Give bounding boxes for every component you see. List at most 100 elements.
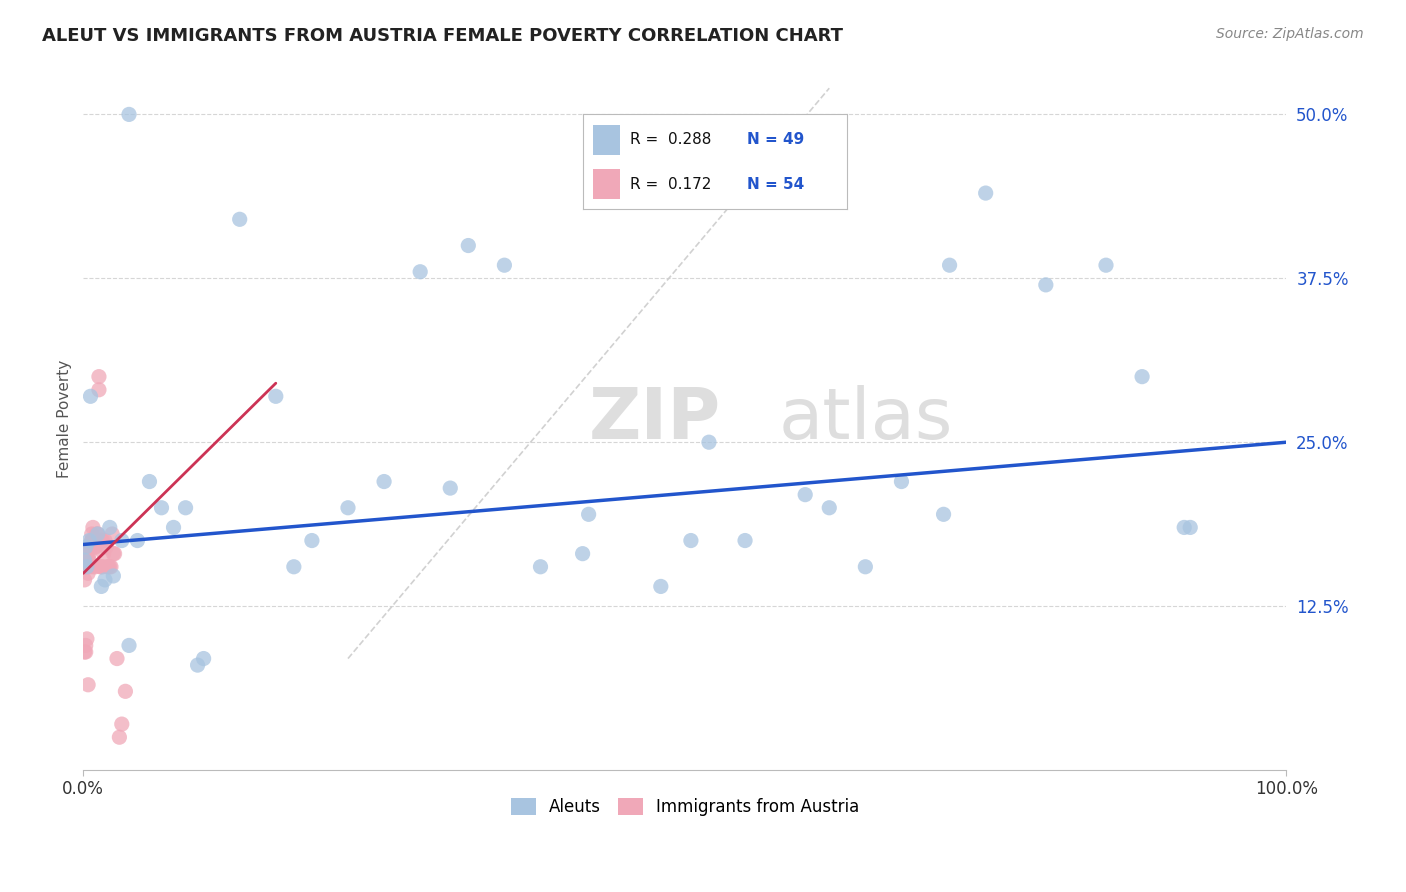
Point <box>228 212 250 227</box>
Point <box>80 533 103 548</box>
Point <box>114 684 136 698</box>
Point <box>94 573 117 587</box>
Point <box>974 186 997 200</box>
Point <box>72 559 94 574</box>
Point <box>650 579 672 593</box>
Point <box>1173 520 1195 534</box>
Point <box>101 527 124 541</box>
Point <box>87 527 110 541</box>
Point <box>82 533 104 548</box>
Point <box>90 533 112 548</box>
Point <box>79 559 101 574</box>
Point <box>571 547 593 561</box>
Point <box>578 508 600 522</box>
Point <box>697 435 720 450</box>
Text: Source: ZipAtlas.com: Source: ZipAtlas.com <box>1216 27 1364 41</box>
Point <box>84 559 107 574</box>
Text: atlas: atlas <box>779 384 953 454</box>
Point <box>75 559 97 574</box>
Point <box>98 559 121 574</box>
Point <box>79 547 101 561</box>
Point <box>84 533 107 548</box>
Point <box>87 527 110 541</box>
Point <box>76 559 98 574</box>
Point <box>103 547 125 561</box>
Point <box>283 559 305 574</box>
Point <box>103 547 125 561</box>
Point <box>100 559 122 574</box>
Point <box>409 265 432 279</box>
Point <box>118 639 141 653</box>
Point <box>529 559 551 574</box>
Point <box>83 540 105 554</box>
Point <box>84 540 107 554</box>
Point <box>83 533 105 548</box>
Point <box>76 559 98 574</box>
Point <box>94 540 117 554</box>
Point <box>94 533 117 548</box>
Point <box>373 475 395 489</box>
Point <box>890 475 912 489</box>
Point <box>86 533 108 548</box>
Point <box>75 540 97 554</box>
Point <box>162 520 184 534</box>
Point <box>938 258 960 272</box>
Point <box>111 533 134 548</box>
Point <box>91 533 114 548</box>
Point <box>734 533 756 548</box>
Point <box>264 389 287 403</box>
Point <box>1095 258 1118 272</box>
Point <box>1130 369 1153 384</box>
Point <box>794 488 817 502</box>
Point <box>337 500 360 515</box>
Point <box>73 573 96 587</box>
Point <box>75 639 97 653</box>
Point <box>108 730 131 744</box>
Point <box>87 383 110 397</box>
Point <box>77 678 100 692</box>
Point <box>439 481 461 495</box>
Point <box>174 500 197 515</box>
Point <box>80 533 103 548</box>
Point <box>1035 277 1057 292</box>
Point <box>89 559 111 574</box>
Point <box>679 533 702 548</box>
Point <box>91 559 114 574</box>
Point <box>76 632 98 646</box>
Point <box>1180 520 1202 534</box>
Point <box>89 533 111 548</box>
Point <box>79 533 101 548</box>
Point <box>853 559 876 574</box>
Point <box>111 717 134 731</box>
Point <box>96 559 118 574</box>
Point <box>82 520 104 534</box>
Point <box>80 527 103 541</box>
Point <box>77 553 100 567</box>
Point <box>193 651 215 665</box>
Point <box>86 527 108 541</box>
Text: ALEUT VS IMMIGRANTS FROM AUSTRIA FEMALE POVERTY CORRELATION CHART: ALEUT VS IMMIGRANTS FROM AUSTRIA FEMALE … <box>42 27 844 45</box>
Point <box>73 645 96 659</box>
Point <box>97 559 120 574</box>
Point <box>301 533 323 548</box>
Point <box>87 369 110 384</box>
Point <box>73 553 96 567</box>
Point <box>87 533 110 548</box>
Point <box>118 107 141 121</box>
Point <box>79 540 101 554</box>
Point <box>127 533 149 548</box>
Point <box>77 566 100 581</box>
Text: ZIP: ZIP <box>589 384 721 454</box>
Point <box>93 547 115 561</box>
Point <box>150 500 173 515</box>
Point <box>75 645 97 659</box>
Point <box>90 579 112 593</box>
Y-axis label: Female Poverty: Female Poverty <box>58 360 72 478</box>
Legend: Aleuts, Immigrants from Austria: Aleuts, Immigrants from Austria <box>502 790 868 825</box>
Point <box>76 547 98 561</box>
Point <box>457 238 479 252</box>
Point <box>90 559 112 574</box>
Point <box>98 520 121 534</box>
Point <box>105 651 128 665</box>
Point <box>932 508 955 522</box>
